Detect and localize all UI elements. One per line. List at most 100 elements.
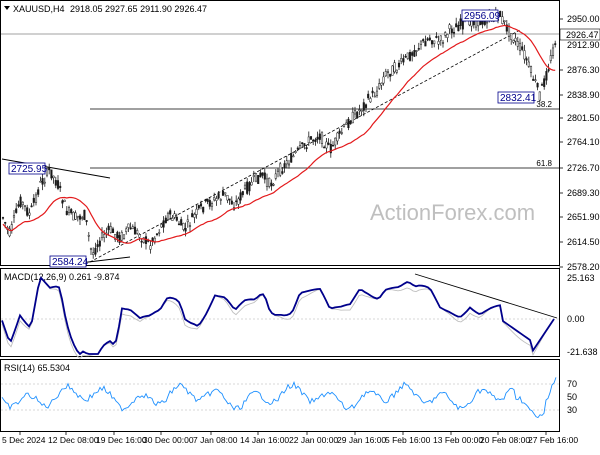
candle-body bbox=[65, 210, 68, 215]
candle-body bbox=[316, 136, 319, 140]
candle-body bbox=[26, 207, 29, 216]
candle-body bbox=[100, 232, 104, 238]
candle-body bbox=[114, 234, 117, 240]
candle-body bbox=[415, 50, 418, 52]
candle-body bbox=[107, 225, 110, 231]
candle-body bbox=[48, 167, 51, 171]
candle-body bbox=[30, 205, 33, 208]
candle-body bbox=[448, 24, 451, 29]
left-high-label-box bbox=[8, 162, 46, 175]
candle-body bbox=[144, 236, 148, 244]
candle-body bbox=[125, 228, 128, 232]
candle-body bbox=[525, 58, 528, 61]
candle-body bbox=[279, 163, 282, 176]
candle-body bbox=[19, 196, 22, 207]
price-tick-label: 2578.20 bbox=[567, 262, 600, 272]
candle-body bbox=[239, 192, 242, 201]
macd-trendline bbox=[414, 273, 558, 319]
candle-body bbox=[140, 240, 143, 243]
candle-body bbox=[186, 219, 189, 223]
candle-body bbox=[318, 133, 321, 140]
candle-body bbox=[349, 121, 352, 125]
candle-body bbox=[298, 145, 302, 149]
candle-body bbox=[362, 102, 365, 111]
down-trendline bbox=[1, 158, 111, 179]
candle-body bbox=[45, 168, 49, 176]
candle-body bbox=[384, 71, 387, 77]
candle-body bbox=[292, 155, 295, 158]
candle-body bbox=[127, 223, 130, 228]
macd-panel-frame bbox=[0, 268, 560, 357]
candle-body bbox=[518, 42, 522, 51]
candle-body bbox=[455, 23, 458, 28]
candle-body bbox=[534, 79, 537, 82]
triangle-down-icon[interactable] bbox=[4, 6, 10, 10]
candle-body bbox=[543, 78, 546, 87]
price-tick-label: 2838.90 bbox=[567, 90, 600, 100]
candle-body bbox=[441, 42, 445, 44]
candle-body bbox=[294, 151, 297, 153]
candle-body bbox=[32, 197, 35, 203]
candle-body bbox=[193, 214, 196, 218]
candle-body bbox=[85, 220, 88, 223]
price-tick-label: 2876.30 bbox=[567, 65, 600, 75]
candle-body bbox=[263, 172, 266, 180]
candle-body bbox=[164, 217, 167, 224]
time-tick-label: 29 Jan 16:00 bbox=[337, 435, 386, 445]
candle-body bbox=[367, 93, 370, 99]
recent-low-label: 2832.41 bbox=[500, 93, 537, 104]
candle-body bbox=[180, 219, 183, 226]
candle-body bbox=[208, 200, 211, 207]
candle-body bbox=[393, 62, 396, 73]
candle-body bbox=[67, 207, 71, 213]
candles-group bbox=[1, 6, 557, 259]
candle-body bbox=[411, 52, 414, 56]
candle-body bbox=[501, 16, 504, 24]
candle-body bbox=[61, 200, 64, 204]
price-tick-label: 2651.90 bbox=[567, 212, 600, 222]
symbol-label: XAUUSD,H4 bbox=[13, 4, 65, 14]
ohlc-values: 2918.05 2927.65 2911.90 2926.47 bbox=[70, 4, 207, 14]
candle-body bbox=[439, 35, 442, 41]
candle-body bbox=[241, 191, 244, 196]
candle-body bbox=[96, 244, 99, 248]
candle-body bbox=[175, 216, 178, 221]
candle-body bbox=[41, 178, 44, 185]
candle-body bbox=[103, 234, 106, 238]
candle-body bbox=[510, 33, 513, 40]
candle-body bbox=[1, 217, 5, 219]
candle-body bbox=[202, 206, 205, 213]
candle-body bbox=[188, 225, 192, 227]
candle-body bbox=[382, 76, 385, 84]
time-tick-label: 7 Jan 08:00 bbox=[193, 435, 238, 445]
rsi-tick-70: 70 bbox=[567, 379, 577, 389]
candle-body bbox=[529, 66, 533, 73]
candle-body bbox=[199, 203, 203, 207]
candle-body bbox=[204, 199, 207, 202]
candle-body bbox=[23, 205, 27, 207]
candle-body bbox=[301, 142, 304, 144]
candle-body bbox=[250, 181, 253, 186]
candle-body bbox=[413, 50, 416, 57]
candle-body bbox=[195, 208, 198, 215]
candle-body bbox=[307, 136, 310, 144]
time-tick-label: 13 Feb 00:00 bbox=[433, 435, 483, 445]
rsi-panel-frame bbox=[0, 359, 560, 432]
candle-body bbox=[547, 69, 550, 72]
candle-body bbox=[15, 208, 18, 213]
candle-body bbox=[325, 141, 328, 149]
macd-tick-zero: 0.00 bbox=[567, 314, 585, 324]
candle-body bbox=[50, 169, 53, 179]
candle-body bbox=[312, 139, 315, 142]
channel-trendline bbox=[89, 29, 521, 263]
candle-body bbox=[206, 198, 209, 202]
candle-body bbox=[450, 28, 453, 34]
time-tick-label: 30 Dec 00:00 bbox=[143, 435, 194, 445]
candle-body bbox=[452, 31, 456, 34]
candle-body bbox=[17, 204, 20, 207]
candle-body bbox=[215, 198, 218, 201]
candle-body bbox=[235, 200, 238, 203]
price-tick-label: 2912.90 bbox=[567, 40, 600, 50]
candle-body bbox=[422, 39, 425, 42]
